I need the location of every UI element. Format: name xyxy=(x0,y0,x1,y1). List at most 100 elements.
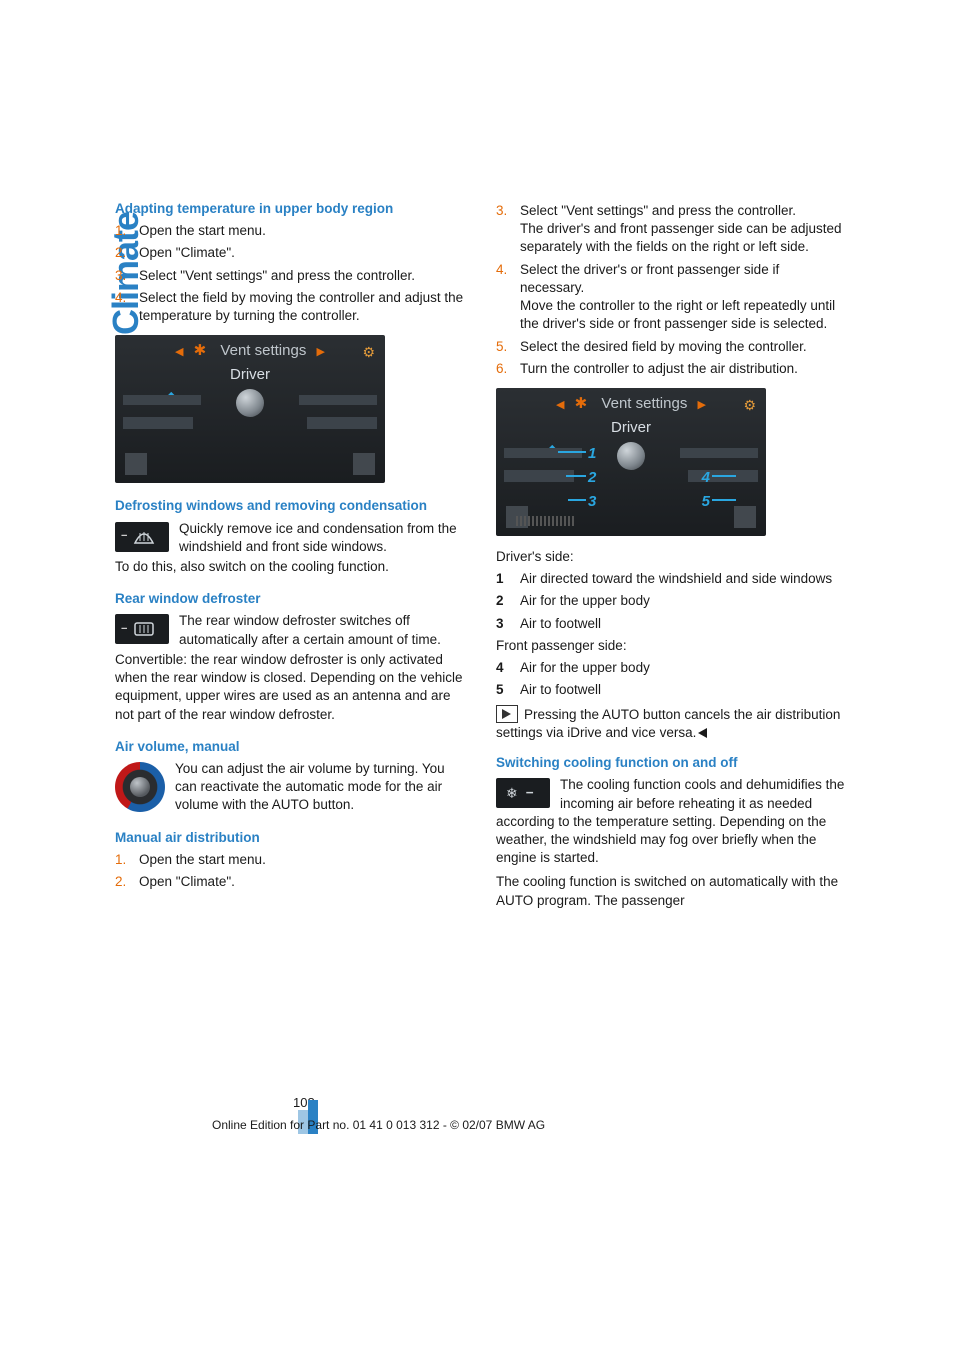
page-content: Adapting temperature in upper body regio… xyxy=(115,200,845,924)
footer-text: Online Edition for Part no. 01 41 0 013 … xyxy=(212,1118,545,1132)
callout-line xyxy=(568,499,586,501)
step-text-a: Select "Vent settings" and press the con… xyxy=(520,203,796,218)
legend-num: 5 xyxy=(496,681,510,699)
legend-heading-passenger: Front passenger side: xyxy=(496,637,845,655)
legend-text: Air directed toward the windshield and s… xyxy=(520,570,832,588)
screenshot-vent-settings-2: ◀ ✱ Vent settings ▶ ⚙ Driver ◆ 1 2 3 4 xyxy=(496,388,766,536)
step-number: 5. xyxy=(496,338,510,356)
screenshot-vent-settings-1: ◀ ✱ Vent settings ▶ ⚙ Driver ◆ xyxy=(115,335,385,483)
note-icon xyxy=(496,705,518,723)
step-text-a: Select the driver's or front passenger s… xyxy=(520,262,779,295)
step-text-b: Move the controller to the right or left… xyxy=(520,298,835,331)
rear-window-icon xyxy=(133,621,155,637)
screen-subtitle: Driver xyxy=(115,365,385,385)
section-cooling: Switching cooling function on and off ❄ … xyxy=(496,754,845,910)
heading-air-volume: Air volume, manual xyxy=(115,738,464,756)
legend-text: Air for the upper body xyxy=(520,659,650,677)
vent-icon: ✱ xyxy=(194,342,207,359)
screen-header: ◀ ✱ Vent settings ▶ ⚙ xyxy=(496,394,766,414)
legend-driver: 1 Air directed toward the windshield and … xyxy=(496,570,845,633)
legend-num: 1 xyxy=(496,570,510,588)
section-air-volume: Air volume, manual You can adjust the ai… xyxy=(115,738,464,815)
heading-adapting-temp: Adapting temperature in upper body regio… xyxy=(115,200,464,218)
legend-num: 4 xyxy=(496,659,510,677)
screen-title: Vent settings xyxy=(220,342,306,359)
hatch-bar xyxy=(516,516,576,526)
screen-bar xyxy=(123,395,201,405)
heading-rear-defroster: Rear window defroster xyxy=(115,590,464,608)
section-rear-defroster: Rear window defroster − The rear window … xyxy=(115,590,464,724)
end-marker-icon xyxy=(698,728,707,738)
right-column: 3. Select "Vent settings" and press the … xyxy=(496,200,845,924)
step-number: 3. xyxy=(115,267,129,285)
callout-line xyxy=(566,475,586,477)
screen-bar xyxy=(299,395,377,405)
heading-manual-air-dist: Manual air distribution xyxy=(115,829,464,847)
screen-bar xyxy=(504,470,574,482)
section-manual-air-dist: Manual air distribution 1.Open the start… xyxy=(115,829,464,892)
defrost-text: Quickly remove ice and condensation from… xyxy=(179,521,457,554)
step-text: Select "Vent settings" and press the con… xyxy=(520,202,845,257)
screen-bar xyxy=(680,448,758,458)
step-text: Open the start menu. xyxy=(139,222,464,240)
step-text: Open the start menu. xyxy=(139,851,464,869)
step-number: 3. xyxy=(496,202,510,257)
legend-text: Air to footwell xyxy=(520,681,601,699)
seat-icon xyxy=(353,453,375,475)
step-text-b: The driver's and front passenger side ca… xyxy=(520,221,842,254)
screen-bar xyxy=(123,417,193,429)
screen-title: Vent settings xyxy=(601,395,687,412)
seat-icon xyxy=(125,453,147,475)
left-column: Adapting temperature in upper body regio… xyxy=(115,200,464,924)
dash-icon: − xyxy=(121,529,127,544)
defrost-front-icon: − xyxy=(115,522,169,552)
dash-icon: − xyxy=(526,784,534,802)
heading-defrosting: Defrosting windows and removing condensa… xyxy=(115,497,464,515)
gear-icon: ⚙ xyxy=(362,343,375,362)
screen-knob xyxy=(236,389,264,417)
steps-manual-air-dist: 1.Open the start menu. 2.Open "Climate". xyxy=(115,851,464,891)
step-text: Select the desired field by moving the c… xyxy=(520,338,845,356)
callout-line xyxy=(558,451,586,453)
callout-2: 2 xyxy=(588,468,596,488)
snowflake-icon: ❄ xyxy=(506,784,518,803)
defrost-rear-icon: − xyxy=(115,614,169,644)
step-text: Select the driver's or front passenger s… xyxy=(520,261,845,334)
seat-icon xyxy=(734,506,756,528)
screen-bar xyxy=(504,448,582,458)
cooling-text-b: according to the temperature setting. De… xyxy=(496,813,845,868)
step-text: Open "Climate". xyxy=(139,244,464,262)
callout-4: 4 xyxy=(702,468,710,488)
callout-line xyxy=(712,475,736,477)
step-number: 1. xyxy=(115,222,129,240)
heading-cooling: Switching cooling function on and off xyxy=(496,754,845,772)
air-volume-dial-icon xyxy=(115,762,165,812)
steps-adapting-temp: 1.Open the start menu. 2.Open "Climate".… xyxy=(115,222,464,325)
legend-num: 3 xyxy=(496,615,510,633)
step-text: Select "Vent settings" and press the con… xyxy=(139,267,464,285)
screen-header: ◀ ✱ Vent settings ▶ ⚙ xyxy=(115,341,385,361)
step-text: Open "Climate". xyxy=(139,873,464,891)
cooling-text-c: The cooling function is switched on auto… xyxy=(496,873,845,909)
screen-knob xyxy=(617,442,645,470)
legend-num: 2 xyxy=(496,592,510,610)
cooling-text-a: The cooling function cools and dehumidif… xyxy=(560,777,844,810)
left-arrow-icon: ◀ xyxy=(175,346,183,358)
callout-1: 1 xyxy=(588,444,596,464)
left-arrow-icon: ◀ xyxy=(556,399,564,411)
legend-text: Air to footwell xyxy=(520,615,601,633)
section-adapting-temp: Adapting temperature in upper body regio… xyxy=(115,200,464,483)
rear-defrost-text-b: Convertible: the rear window defroster i… xyxy=(115,651,464,724)
callout-3: 3 xyxy=(588,492,596,512)
step-number: 4. xyxy=(115,289,129,325)
air-volume-text: You can adjust the air volume by turning… xyxy=(175,761,445,812)
legend-passenger: 4 Air for the upper body 5 Air to footwell xyxy=(496,659,845,699)
legend-heading-driver: Driver's side: xyxy=(496,548,845,566)
screen-subtitle: Driver xyxy=(496,418,766,438)
cooling-icon: ❄ − xyxy=(496,778,550,808)
step-text: Turn the controller to adjust the air di… xyxy=(520,360,845,378)
callout-line xyxy=(712,499,736,501)
right-arrow-icon: ▶ xyxy=(317,346,325,358)
step-number: 2. xyxy=(115,873,129,891)
callout-5: 5 xyxy=(702,492,710,512)
